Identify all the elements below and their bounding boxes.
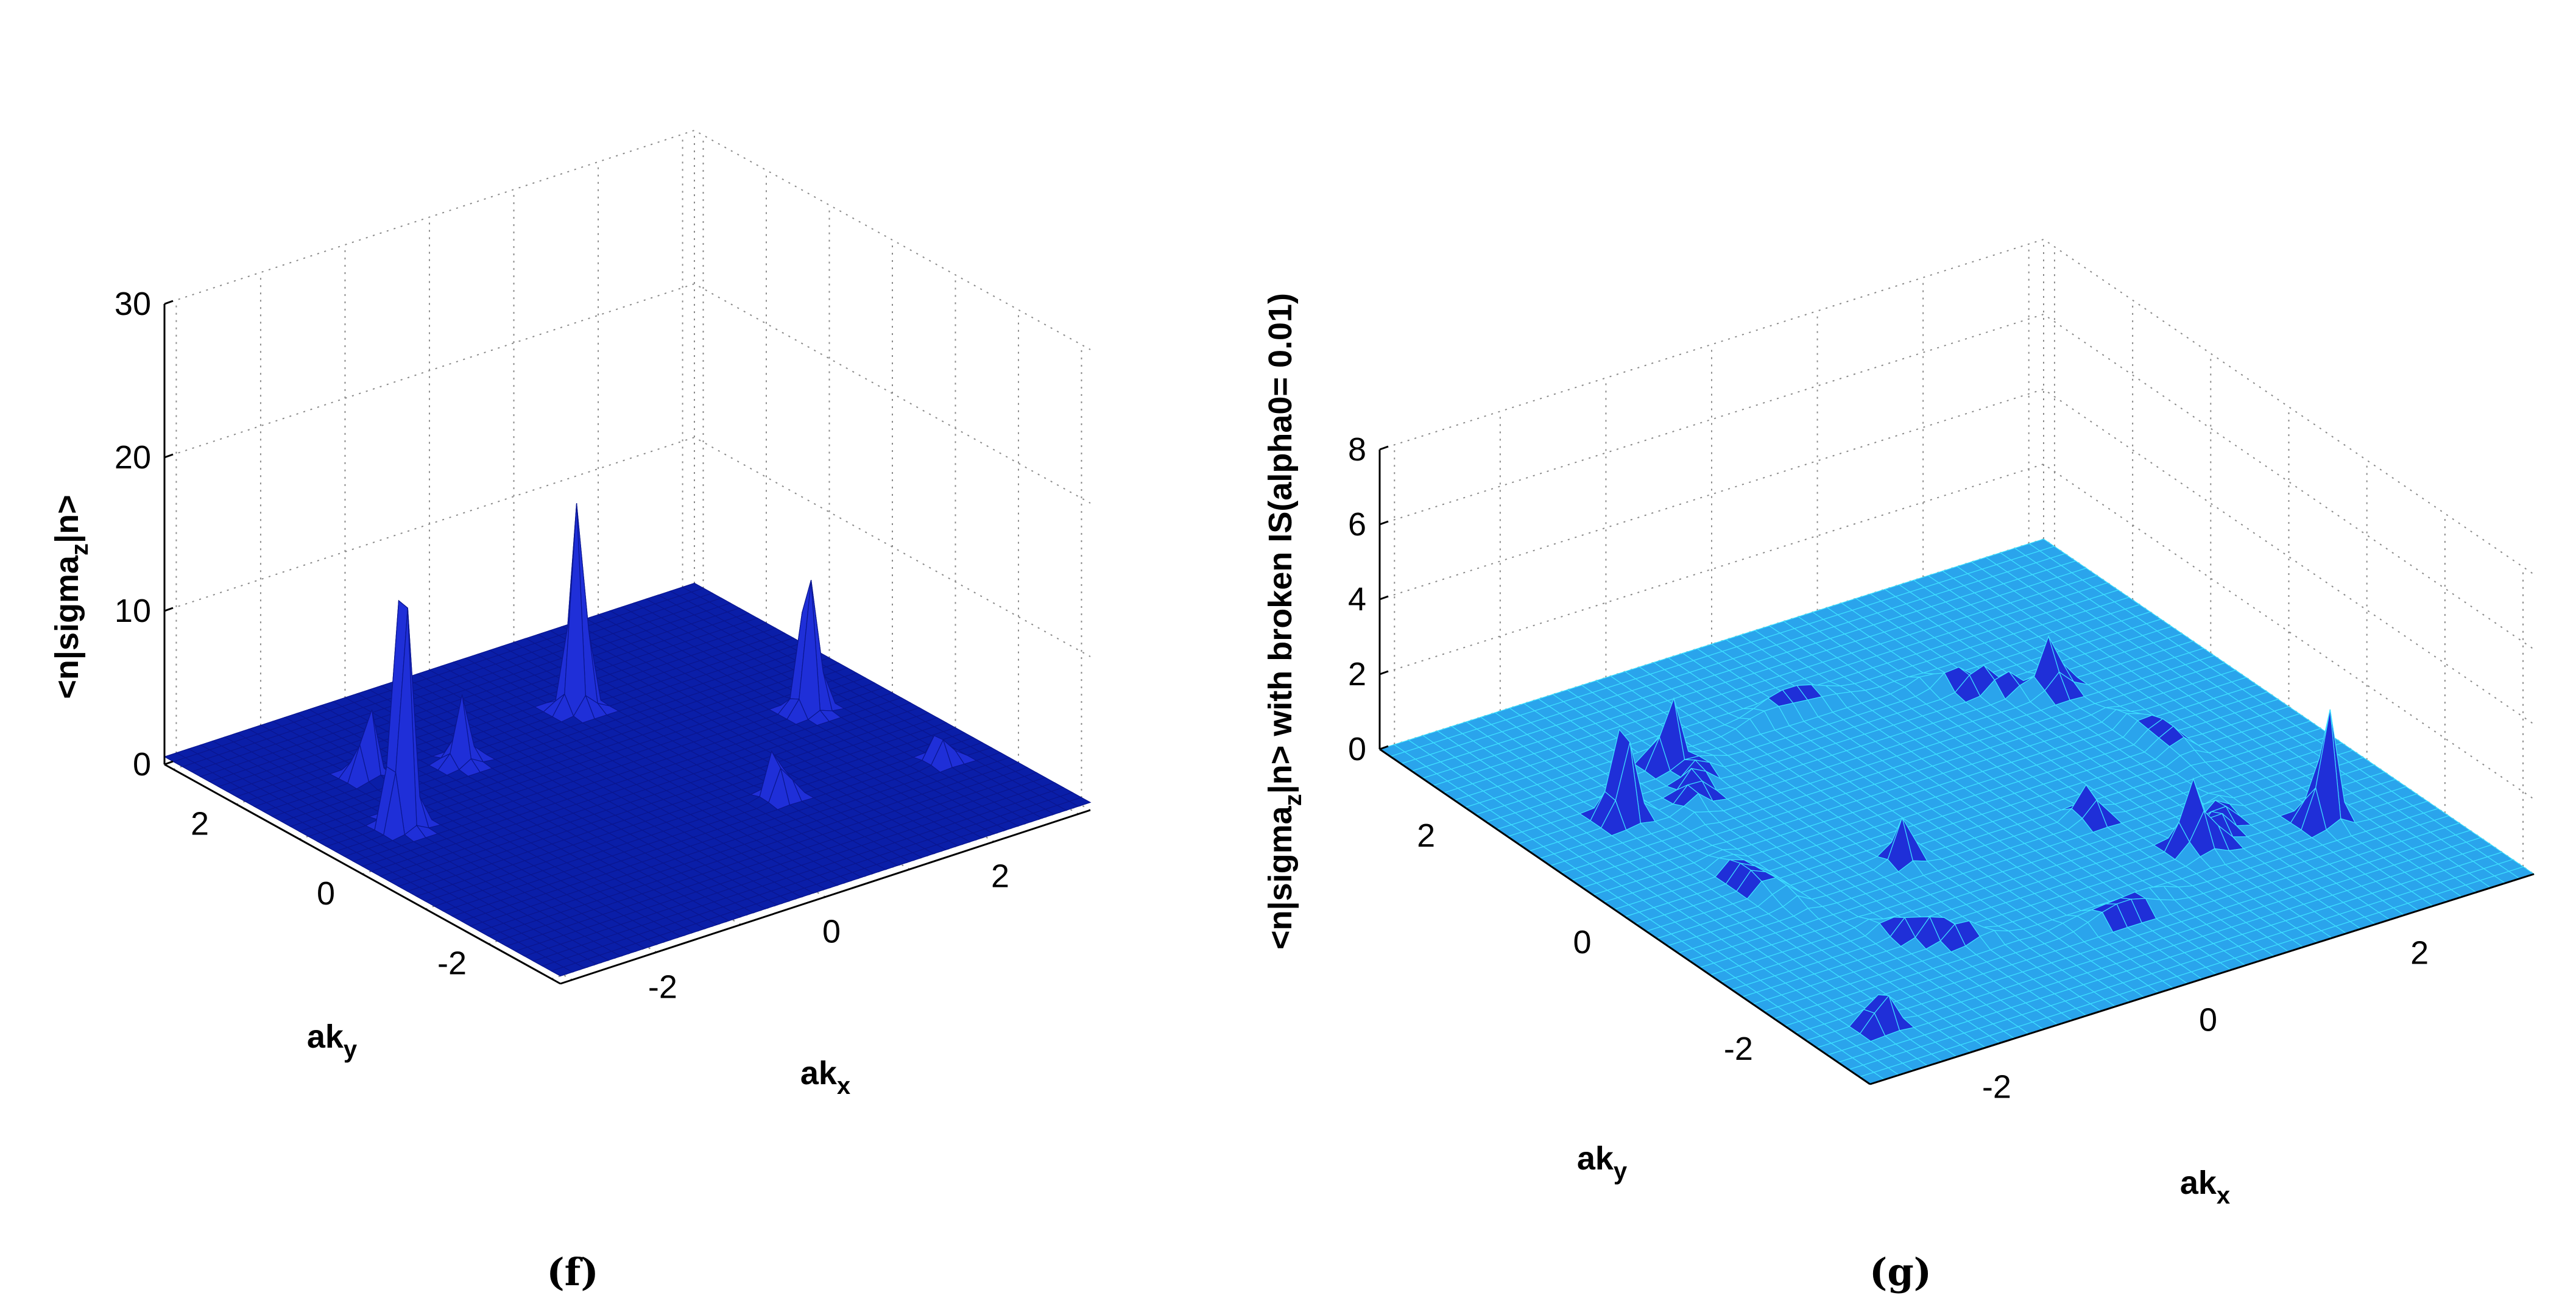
x-tick-label: 0: [822, 914, 841, 950]
panel-g-ylabel: aky: [1577, 1140, 1628, 1185]
panel-f-label: (f): [546, 1250, 598, 1294]
z-tick-label: 30: [115, 286, 151, 322]
x-tick-label: -2: [1982, 1068, 2011, 1105]
z-tick-label: 8: [1348, 431, 1366, 468]
x-tick-label: 2: [991, 858, 1009, 895]
panel-f-zlabel: <n|sigmaz|n>: [49, 495, 93, 699]
y-axis: [164, 763, 561, 985]
panel-g-label: (g): [1869, 1250, 1932, 1294]
panel-f-ylabel: aky: [307, 1018, 358, 1063]
x-axis: [560, 809, 1091, 985]
y-tick-label: 0: [317, 875, 335, 912]
z-tick-label: 2: [1348, 656, 1366, 693]
panel-f-surface: [163, 503, 1092, 977]
x-tick-label: 2: [2410, 935, 2429, 972]
y-tick-label: -2: [1724, 1031, 1753, 1067]
z-tick-label: 4: [1348, 581, 1366, 618]
x-tick-label: -2: [648, 968, 677, 1005]
y-tick-label: -2: [437, 945, 467, 982]
y-tick-label: 2: [191, 805, 209, 842]
z-tick-label: 20: [115, 439, 151, 476]
z-tick-label: 10: [115, 593, 151, 629]
panel-f-axes: [163, 300, 1091, 985]
y-tick-label: 2: [1417, 817, 1435, 854]
panel-f-xlabel: akx: [800, 1055, 850, 1099]
panel-f-tick-labels: 0 10 20 30 -2 0 2 -2 0 2: [115, 286, 1009, 1005]
z-tick: [1379, 520, 1389, 526]
panel-g-zlabel: <n|sigmaz|n> with broken IS(alpha0= 0.01…: [1262, 293, 1307, 950]
z-tick-label: 0: [1348, 731, 1366, 767]
z-tick: [164, 607, 174, 612]
panel-g-grid: [1379, 238, 2535, 1081]
grid-line: [164, 283, 1091, 504]
grid-line: [1379, 238, 2535, 575]
panel-g: 0 2 4 6 8 -2 0 2 -2 0 2 <n|sigmaz|n> with broken I…: [1262, 238, 2535, 1294]
z-tick: [1379, 595, 1389, 601]
grid-line: [164, 129, 1091, 350]
z-tick-label: 0: [133, 746, 151, 783]
panel-g-surface: [1378, 538, 2535, 1085]
panel-f: 0 10 20 30 -2 0 2 -2 0 2 <n|sigmaz|n> aky akx (f): [49, 129, 1092, 1294]
z-tick-label: 6: [1348, 506, 1366, 543]
z-tick: [1379, 670, 1389, 675]
y-tick-label: 0: [1573, 924, 1591, 961]
z-tick: [164, 760, 174, 766]
z-tick: [1379, 445, 1389, 451]
surface-cell: [550, 967, 574, 977]
panel-g-xlabel: akx: [2180, 1165, 2230, 1209]
z-tick: [164, 300, 174, 305]
z-tick: [164, 453, 174, 459]
x-tick-label: 0: [2199, 1002, 2217, 1039]
